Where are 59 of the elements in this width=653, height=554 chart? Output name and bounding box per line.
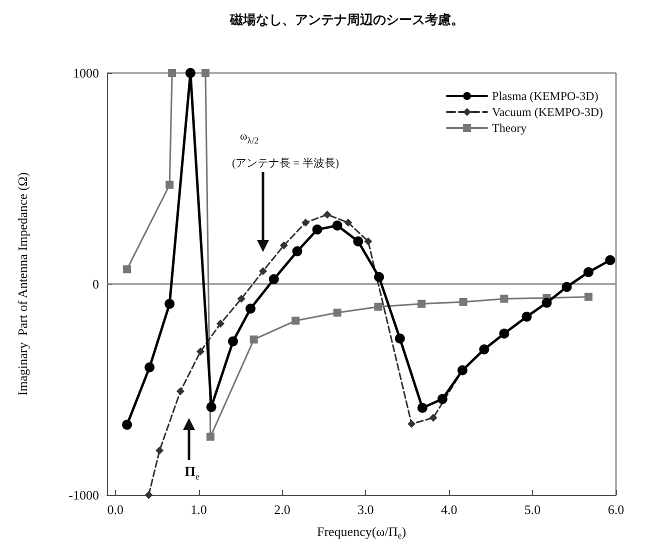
x-tick-label: 0.0 (107, 502, 124, 517)
point (259, 267, 268, 276)
x-tick-label: 4.0 (440, 502, 458, 517)
point (394, 333, 405, 344)
point (166, 180, 174, 189)
point (323, 210, 332, 219)
point (333, 308, 342, 317)
point (196, 348, 204, 356)
point (168, 69, 176, 77)
y-tick-label: -1000 (68, 488, 99, 502)
point (374, 272, 384, 282)
point (185, 68, 196, 78)
point (332, 220, 342, 231)
point (437, 394, 448, 404)
point (206, 432, 214, 441)
point (344, 218, 352, 227)
point (459, 298, 468, 306)
point (176, 387, 184, 396)
point (429, 414, 438, 422)
point (201, 69, 210, 77)
point (280, 241, 288, 250)
point (246, 304, 256, 314)
point (123, 265, 132, 274)
point (228, 336, 238, 346)
point (418, 300, 426, 308)
point (374, 302, 382, 311)
point (250, 335, 258, 344)
point (156, 446, 164, 454)
legend-label: Vacuum (KEMPO-3D) (492, 105, 604, 119)
point (292, 316, 300, 325)
x-tick-label: 1.0 (190, 502, 207, 517)
annotation: (アンテナ長 = 半波長) (232, 156, 340, 170)
y-axis-title: Imaginary Part of Antenna Impedance (Ω) (15, 172, 30, 396)
point (122, 420, 132, 430)
point (292, 246, 302, 256)
chart-title: 磁場なし、アンテナ周辺のシース考慮。 (229, 12, 464, 27)
point (408, 420, 416, 428)
point (144, 491, 153, 499)
point (417, 402, 428, 413)
point (268, 274, 279, 284)
point (364, 237, 372, 246)
point (164, 298, 175, 309)
x-tick-label: 5.0 (524, 502, 541, 517)
x-tick-label: 2.0 (274, 502, 290, 517)
point (353, 236, 364, 246)
legend-label: Plasma (KEMPO-3D) (492, 89, 598, 103)
y-tick-label: 1000 (73, 66, 99, 80)
point (237, 294, 246, 303)
x-tick-label: 6.0 (608, 502, 624, 517)
y-tick-label: 0 (92, 276, 99, 292)
x-tick-label: 3.0 (358, 502, 374, 517)
point (312, 224, 322, 235)
point (144, 362, 155, 372)
point (302, 218, 310, 227)
legend-label: Theory (492, 121, 527, 135)
point (216, 320, 224, 328)
point (500, 294, 508, 303)
point (206, 402, 216, 412)
point (584, 292, 592, 301)
